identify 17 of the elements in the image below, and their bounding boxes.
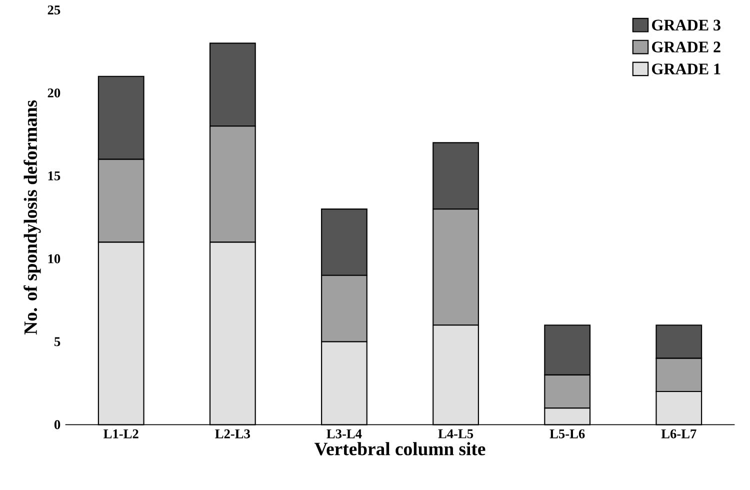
y-tick-label: 15	[48, 171, 60, 180]
x-tick-label: L4-L5	[438, 429, 474, 438]
x-tick-label: L5-L6	[550, 429, 585, 438]
x-tick-label: L2-L3	[215, 429, 250, 438]
x-tick-label: L6-L7	[661, 429, 696, 438]
x-tick-label: L3-L4	[326, 429, 362, 438]
x-tick-label: L1-L2	[104, 429, 138, 438]
legend-label: GRADE 2	[652, 42, 720, 52]
y-tick-label: 10	[48, 254, 60, 264]
y-tick-label: 5	[54, 337, 60, 346]
y-tick-label: 20	[48, 88, 60, 98]
x-axis-title: Vertebral column site	[314, 442, 486, 456]
legend-label: GRADE 3	[652, 20, 720, 30]
y-tick-label: 0	[54, 420, 60, 430]
legend-label: GRADE 1	[652, 64, 720, 74]
y-tick-label: 25	[48, 6, 60, 14]
y-axis-title: No. of spondylosis deformans	[24, 100, 41, 334]
